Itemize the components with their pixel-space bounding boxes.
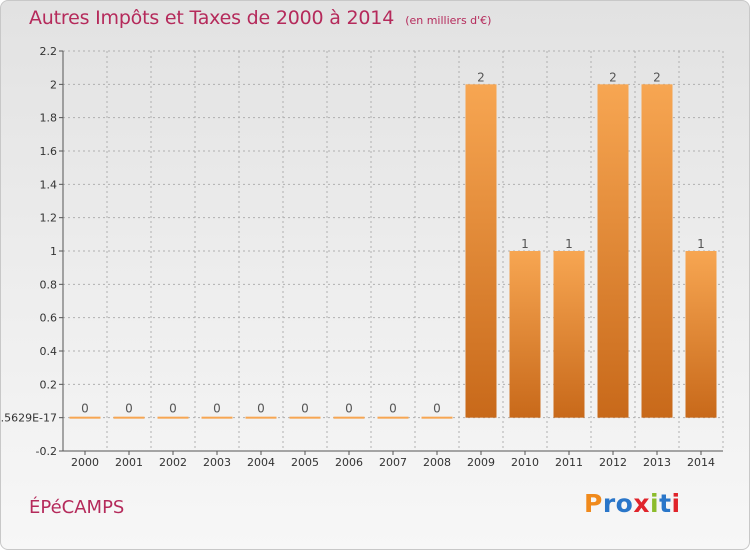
bar[interactable] xyxy=(641,84,673,418)
bar[interactable] xyxy=(553,251,585,418)
bar[interactable] xyxy=(245,416,277,419)
y-tick-label: 1.4 xyxy=(40,178,58,191)
bar[interactable] xyxy=(597,84,629,418)
y-tick-label: 0.2 xyxy=(40,378,58,391)
data-label: 0 xyxy=(433,402,441,416)
y-tick-label: 0.4 xyxy=(40,345,58,358)
y-tick-label: -1.5629E-17 xyxy=(1,412,57,425)
data-label: 0 xyxy=(389,402,397,416)
logo-letter: x xyxy=(633,489,650,518)
bar[interactable] xyxy=(333,416,365,419)
bar[interactable] xyxy=(421,416,453,419)
chart-unit-note: (en milliers d'€) xyxy=(405,14,492,27)
bar[interactable] xyxy=(377,416,409,419)
x-tick-label: 2004 xyxy=(247,456,275,469)
logo-letter: r xyxy=(602,489,616,518)
bar[interactable] xyxy=(685,251,717,418)
data-label: 0 xyxy=(257,402,265,416)
x-tick-label: 2014 xyxy=(687,456,715,469)
data-label: 0 xyxy=(213,402,221,416)
data-label: 2 xyxy=(477,70,485,84)
bar[interactable] xyxy=(509,251,541,418)
y-tick-label: 0.8 xyxy=(40,278,58,291)
logo-letter: i xyxy=(671,489,681,518)
x-tick-label: 2006 xyxy=(335,456,363,469)
y-tick-label: 1.2 xyxy=(40,212,58,225)
bar[interactable] xyxy=(201,416,233,419)
data-label: 0 xyxy=(169,402,177,416)
x-tick-label: 2008 xyxy=(423,456,451,469)
logo-letter: i xyxy=(650,489,660,518)
x-tick-label: 2010 xyxy=(511,456,539,469)
y-tick-label: 2 xyxy=(50,78,57,91)
commune-name: ÉPéCAMPS xyxy=(29,497,125,518)
data-label: 1 xyxy=(565,237,573,251)
y-tick-label: 1 xyxy=(50,245,57,258)
x-tick-label: 2001 xyxy=(115,456,143,469)
data-label: 0 xyxy=(345,402,353,416)
x-tick-label: 2011 xyxy=(555,456,583,469)
data-label: 0 xyxy=(81,402,89,416)
bar[interactable] xyxy=(465,84,497,418)
y-tick-label: -0.2 xyxy=(36,445,57,458)
bar[interactable] xyxy=(113,416,145,419)
bar[interactable] xyxy=(69,416,101,419)
chart-header: Autres Impôts et Taxes de 2000 à 2014 (e… xyxy=(29,7,491,29)
logo-letter: t xyxy=(659,489,672,518)
y-tick-label: 2.2 xyxy=(40,45,58,58)
data-label: 1 xyxy=(697,237,705,251)
x-tick-label: 2012 xyxy=(599,456,627,469)
bar[interactable] xyxy=(289,416,321,419)
x-tick-label: 2000 xyxy=(71,456,99,469)
x-tick-label: 2002 xyxy=(159,456,187,469)
data-label: 0 xyxy=(301,402,309,416)
y-tick-label: 0.6 xyxy=(40,312,58,325)
proxiti-logo[interactable]: Proxiti xyxy=(584,489,681,518)
y-tick-label: 1.6 xyxy=(40,145,58,158)
logo-letter: o xyxy=(615,489,634,518)
data-label: 0 xyxy=(125,402,133,416)
data-label: 1 xyxy=(521,237,529,251)
x-tick-label: 2005 xyxy=(291,456,319,469)
logo-letter: P xyxy=(584,489,603,518)
bar[interactable] xyxy=(157,416,189,419)
data-label: 2 xyxy=(609,70,617,84)
y-tick-label: 1.8 xyxy=(40,112,58,125)
x-tick-label: 2013 xyxy=(643,456,671,469)
x-tick-label: 2003 xyxy=(203,456,231,469)
chart-title: Autres Impôts et Taxes de 2000 à 2014 xyxy=(29,7,395,29)
data-label: 2 xyxy=(653,70,661,84)
x-tick-label: 2007 xyxy=(379,456,407,469)
x-tick-label: 2009 xyxy=(467,456,495,469)
